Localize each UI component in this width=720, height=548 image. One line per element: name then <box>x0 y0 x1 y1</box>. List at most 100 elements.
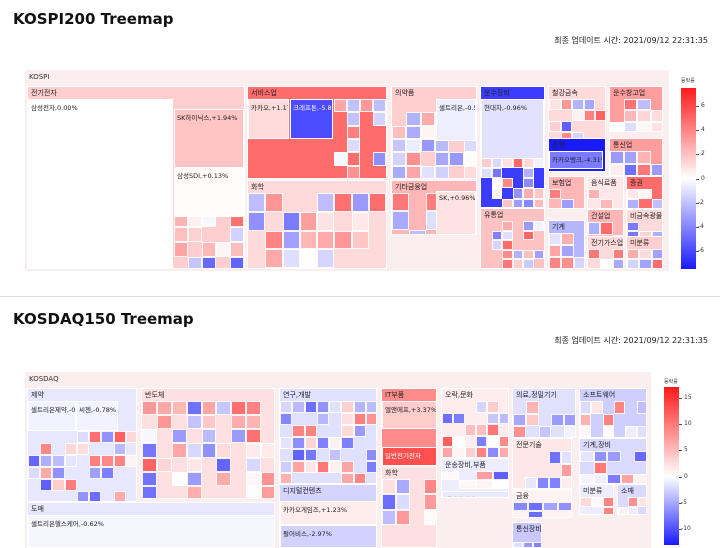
stock-tile[interactable] <box>317 249 335 268</box>
stock-tile[interactable] <box>650 121 662 131</box>
stock-tile[interactable] <box>424 494 436 510</box>
sector[interactable]: 전문기술 <box>512 438 572 489</box>
stock-tile[interactable] <box>491 230 502 241</box>
stock-tile[interactable] <box>453 447 465 457</box>
stock-tile[interactable] <box>351 193 369 212</box>
stock-tile[interactable] <box>610 121 624 131</box>
stock-tile[interactable] <box>347 165 360 178</box>
stock-tile[interactable] <box>623 121 637 131</box>
stock-tile[interactable] <box>329 437 342 449</box>
stock-tile[interactable] <box>464 447 476 457</box>
stock-tile[interactable] <box>487 412 499 425</box>
stock-tile[interactable] <box>392 211 410 230</box>
stock-tile[interactable] <box>442 412 454 425</box>
stock-tile[interactable] <box>156 415 172 430</box>
stock-tile[interactable] <box>201 401 217 416</box>
stock-tile[interactable] <box>612 249 623 259</box>
stock-tile[interactable] <box>334 152 347 166</box>
stock-tile[interactable] <box>487 424 499 436</box>
stock-tile[interactable] <box>76 491 90 501</box>
sector[interactable]: 디지털컨텐츠 카카오게임즈,+1.23% 펄어비스,-2.97% <box>279 484 377 548</box>
stock-tile[interactable] <box>299 249 317 268</box>
stock-tile[interactable] <box>651 199 662 208</box>
stock-tile[interactable] <box>396 479 410 495</box>
stock-tile[interactable] <box>523 230 534 241</box>
stock-tile[interactable] <box>392 139 407 153</box>
stock-tile[interactable] <box>392 125 407 139</box>
stock-tile[interactable] <box>409 229 427 234</box>
stock-tile[interactable] <box>580 473 594 483</box>
sector[interactable]: 화학 <box>247 180 387 269</box>
stock-tile[interactable] <box>476 424 488 436</box>
stock-tile[interactable] <box>502 249 513 260</box>
stock-tile[interactable] <box>360 99 373 113</box>
stock-tile[interactable] <box>280 401 293 413</box>
stock-tile[interactable] <box>373 152 386 166</box>
stock-tile[interactable] <box>651 259 662 268</box>
stock-tile[interactable] <box>593 451 608 463</box>
stock-tile[interactable] <box>329 461 342 473</box>
stock-tile[interactable] <box>602 413 614 427</box>
stock-tile[interactable] <box>476 401 488 413</box>
stock-tile[interactable] <box>171 429 187 444</box>
stock-tile[interactable] <box>28 455 41 467</box>
stock-tile[interactable] <box>334 193 352 212</box>
stock-tile[interactable] <box>230 242 244 257</box>
stock-tile[interactable] <box>365 449 376 461</box>
stock-tile[interactable] <box>347 112 360 126</box>
stock-tile[interactable] <box>201 443 217 458</box>
stock-tile[interactable] <box>246 443 262 458</box>
stock-tile[interactable] <box>280 437 293 449</box>
stock-tile[interactable] <box>382 509 396 525</box>
stock-tile[interactable] <box>392 193 410 212</box>
sector[interactable]: 금융 <box>512 489 572 518</box>
stock-tile[interactable] <box>442 471 459 480</box>
stock-tile[interactable] <box>186 471 202 486</box>
stock-tile[interactable] <box>453 435 465 448</box>
stock-tile[interactable] <box>549 233 562 245</box>
stock-cell[interactable]: 일반전기전자 <box>382 447 436 465</box>
stock-tile[interactable] <box>628 506 638 514</box>
stock-tile[interactable] <box>588 189 601 199</box>
stock-tile[interactable] <box>351 230 369 250</box>
stock-tile[interactable] <box>580 451 594 463</box>
stock-tile[interactable] <box>304 401 317 413</box>
stock-tile[interactable] <box>230 257 244 268</box>
stock-cell[interactable]: 삼성전자,0.00% <box>28 99 173 268</box>
stock-tile[interactable] <box>528 510 543 517</box>
stock-cell[interactable]: 카카오게임즈,+1.23% <box>280 501 376 525</box>
stock-tile[interactable] <box>476 471 493 480</box>
stock-tile[interactable] <box>186 485 202 498</box>
stock-tile[interactable] <box>639 189 652 199</box>
stock-tile[interactable] <box>636 401 646 414</box>
stock-tile[interactable] <box>493 480 508 489</box>
sector[interactable]: 미분류 <box>626 236 663 269</box>
stock-tile[interactable] <box>317 211 335 231</box>
stock-tile[interactable] <box>549 257 562 268</box>
sector[interactable]: 운송장비,부품에이치엘비,-1.37% <box>441 458 509 498</box>
stock-tile[interactable] <box>280 473 293 483</box>
stock-tile[interactable] <box>564 413 575 427</box>
stock-tile[interactable] <box>246 415 262 430</box>
stock-tile[interactable] <box>493 471 508 480</box>
stock-tile[interactable] <box>463 165 476 178</box>
stock-tile[interactable] <box>171 401 187 416</box>
stock-tile[interactable] <box>353 413 366 425</box>
stock-tile[interactable] <box>248 211 266 231</box>
stock-tile[interactable] <box>491 178 502 189</box>
stock-tile[interactable] <box>368 193 386 212</box>
sector[interactable]: 통신업 <box>609 138 663 176</box>
stock-tile[interactable] <box>292 401 305 413</box>
stock-tile[interactable] <box>246 471 262 486</box>
stock-tile[interactable] <box>265 230 283 250</box>
stock-tile[interactable] <box>602 426 614 437</box>
stock-tile[interactable] <box>561 257 574 268</box>
stock-tile[interactable] <box>365 401 376 413</box>
stock-tile[interactable] <box>512 198 523 207</box>
stock-tile[interactable] <box>89 467 102 479</box>
stock-tile[interactable] <box>76 431 90 443</box>
stock-tile[interactable] <box>261 443 274 458</box>
stock-tile[interactable] <box>280 461 293 473</box>
sector[interactable]: 증권 <box>626 176 663 209</box>
stock-tile[interactable] <box>142 485 157 498</box>
